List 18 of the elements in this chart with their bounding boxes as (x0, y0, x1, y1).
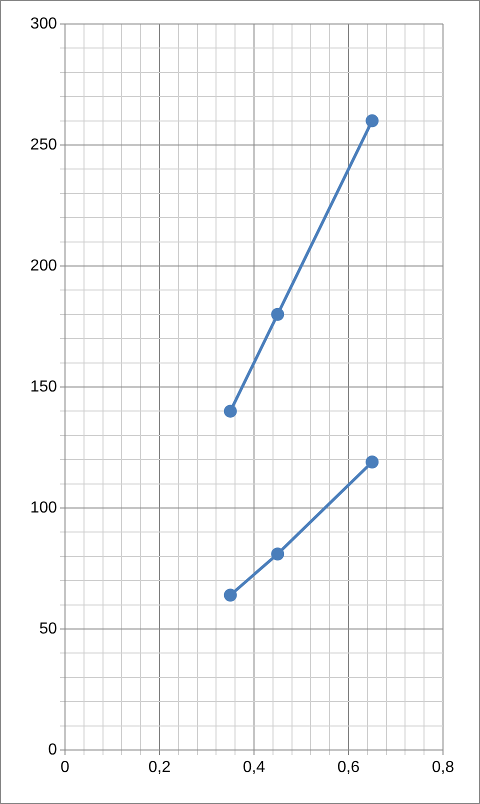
y-tick-label: 50 (39, 620, 58, 638)
y-tick-label: 250 (30, 136, 58, 154)
point (224, 588, 237, 602)
y-tick-label: 150 (30, 378, 58, 396)
y-tick-label: 100 (30, 499, 58, 516)
point (224, 404, 237, 418)
x-tick-label: 0,2 (148, 759, 171, 776)
x-tick-label: 0,4 (242, 759, 266, 776)
point (366, 114, 379, 128)
x-tick-label: 0,8 (432, 759, 454, 776)
x-tick-label: 0,6 (337, 759, 360, 776)
x-tick-label: 0 (60, 759, 70, 776)
y-tick-label: 200 (30, 257, 58, 274)
y-tick-label: 0 (48, 741, 58, 758)
y-tick-label: 300 (30, 15, 58, 32)
point (366, 456, 379, 469)
point (271, 308, 284, 321)
point (271, 547, 284, 560)
